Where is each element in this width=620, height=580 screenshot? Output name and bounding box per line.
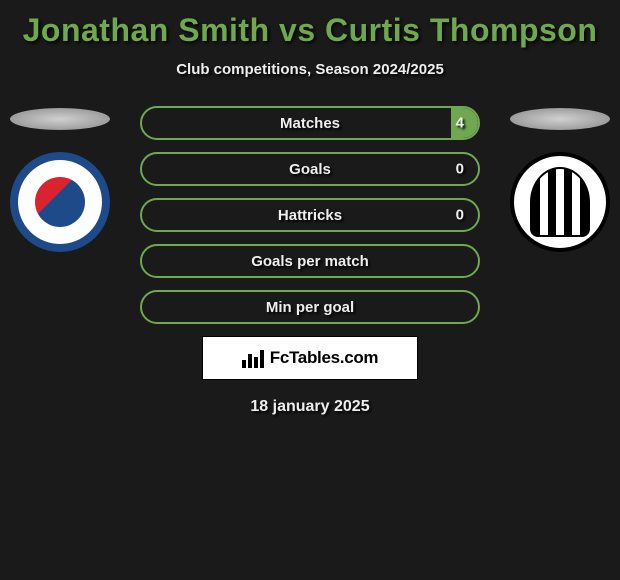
page-title: Jonathan Smith vs Curtis Thompson: [0, 0, 620, 49]
club-badge-left: [10, 152, 110, 252]
club-badge-right: [510, 152, 610, 252]
player-left-avatar: [10, 108, 110, 130]
brand-bars-icon: [242, 348, 264, 368]
stat-right-value: 0: [456, 161, 464, 178]
stat-bars: Matches 4 Goals 0 Hattricks 0 Goals per match M…: [140, 106, 480, 324]
stat-bar: Matches 4: [140, 106, 480, 140]
player-right-avatar: [510, 108, 610, 130]
brand-text: FcTables.com: [270, 348, 379, 368]
stat-label: Matches: [280, 115, 340, 132]
club-badge-right-stripes: [530, 167, 590, 237]
brand-watermark: FcTables.com: [202, 336, 418, 380]
comparison-panel: Matches 4 Goals 0 Hattricks 0 Goals per match M…: [0, 106, 620, 416]
stat-label: Hattricks: [278, 207, 342, 224]
stat-label: Goals: [289, 161, 331, 178]
stat-bar: Hattricks 0: [140, 198, 480, 232]
subtitle: Club competitions, Season 2024/2025: [0, 61, 620, 78]
stat-right-value: 4: [456, 115, 464, 132]
stat-bar: Goals 0: [140, 152, 480, 186]
stat-label: Min per goal: [266, 299, 354, 316]
club-badge-left-inner: [35, 177, 85, 227]
stat-bar: Goals per match: [140, 244, 480, 278]
stat-label: Goals per match: [251, 253, 369, 270]
stat-right-value: 0: [456, 207, 464, 224]
stat-bar: Min per goal: [140, 290, 480, 324]
snapshot-date: 18 january 2025: [0, 398, 620, 416]
